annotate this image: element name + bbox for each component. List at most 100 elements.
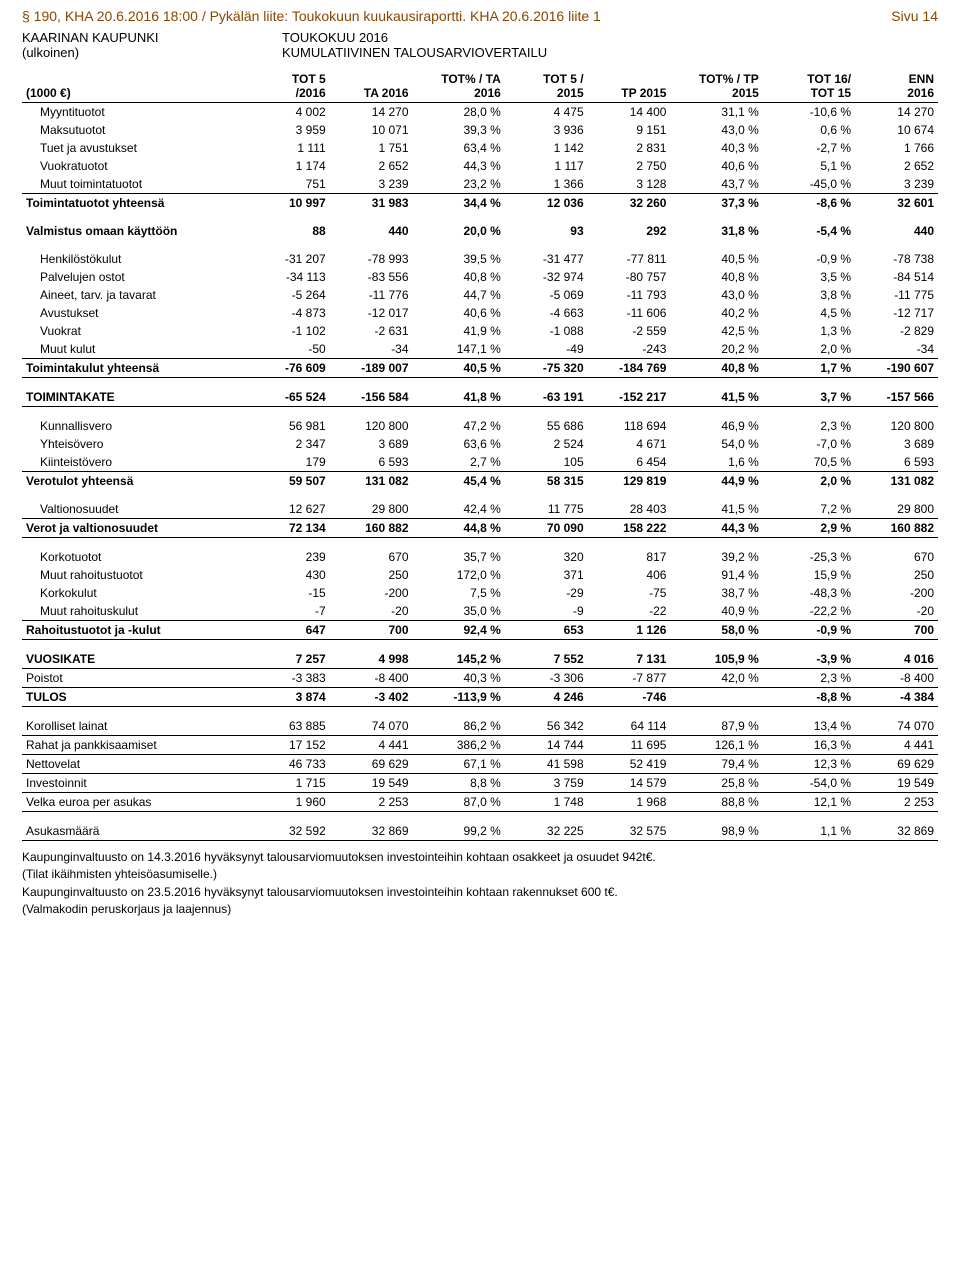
cell: 2,7 % [413,453,505,472]
cell: 28,0 % [413,103,505,122]
header-left: § 190, KHA 20.6.2016 18:00 / Pykälän lii… [22,8,891,24]
cell: -4 873 [247,304,330,322]
col-totpct-ta: TOT% / TA2016 [413,70,505,103]
table-row: Vuokratuotot1 1742 65244,3 %1 1172 75040… [22,157,938,175]
table-row: Investoinnit1 71519 5498,8 %3 75914 5792… [22,774,938,793]
cell: 4 002 [247,103,330,122]
cell: 2 831 [588,139,671,157]
table-row: Yhteisövero2 3473 68963,6 %2 5244 67154,… [22,435,938,453]
table-row: Muut kulut-50-34147,1 %-49-24320,2 %2,0 … [22,340,938,359]
cell: -1 102 [247,322,330,340]
cell: -50 [247,340,330,359]
cell: 7 131 [588,640,671,669]
cell: 700 [330,621,413,640]
cell: 40,8 % [670,359,762,378]
header-row: (1000 €) TOT 5/2016 TA 2016 TOT% / TA201… [22,70,938,103]
cell: 20,0 % [413,212,505,240]
cell: -22 [588,602,671,621]
cell: 59 507 [247,472,330,491]
cell: 2,9 % [763,519,855,538]
cell: 32 601 [855,194,938,213]
cell: -15 [247,584,330,602]
table-row: Valmistus omaan käyttöön8844020,0 %93292… [22,212,938,240]
cell: 16,3 % [763,736,855,755]
row-label: Valtionosuudet [22,490,247,519]
row-label: Maksutuotot [22,121,247,139]
cell: 32 592 [247,812,330,841]
cell: 1 126 [588,621,671,640]
cell: -54,0 % [763,774,855,793]
table-row: Rahoitustuotot ja -kulut64770092,4 %6531… [22,621,938,640]
cell: 23,2 % [413,175,505,194]
cell: 1,3 % [763,322,855,340]
cell: 14 744 [505,736,588,755]
cell: 4 441 [855,736,938,755]
cell: -34 [330,340,413,359]
cell: 54,0 % [670,435,762,453]
row-label: Asukasmäärä [22,812,247,841]
cell: -200 [330,584,413,602]
cell: 5,1 % [763,157,855,175]
cell: 14 270 [855,103,938,122]
cell: 7,2 % [763,490,855,519]
table-row: Muut toimintatuotot7513 23923,2 %1 3663 … [22,175,938,194]
cell: 63 885 [247,707,330,736]
cell: 44,3 % [670,519,762,538]
cell: 3,5 % [763,268,855,286]
cell: -78 738 [855,240,938,268]
cell: 3 128 [588,175,671,194]
cell: 3 239 [330,175,413,194]
budget-table: (1000 €) TOT 5/2016 TA 2016 TOT% / TA201… [22,70,938,841]
row-label: Avustukset [22,304,247,322]
cell: 120 800 [330,407,413,436]
cell: 653 [505,621,588,640]
cell: 179 [247,453,330,472]
table-row: Asukasmäärä32 59232 86999,2 %32 22532 57… [22,812,938,841]
cell: 1 174 [247,157,330,175]
org-scope: (ulkoinen) [22,45,282,60]
cell: 10 071 [330,121,413,139]
row-label: Henkilöstökulut [22,240,247,268]
cell: 44,8 % [413,519,505,538]
cell: 93 [505,212,588,240]
row-label: Tuet ja avustukset [22,139,247,157]
cell: 250 [855,566,938,584]
cell: -8 400 [330,669,413,688]
table-row: Nettovelat46 73369 62967,1 %41 59852 419… [22,755,938,774]
cell: 37,3 % [670,194,762,213]
cell: -20 [855,602,938,621]
cell: 92,4 % [413,621,505,640]
cell: 41,5 % [670,378,762,407]
cell: 86,2 % [413,707,505,736]
row-label: Myyntituotot [22,103,247,122]
sub-row: (ulkoinen) KUMULATIIVINEN TALOUSARVIOVER… [22,45,938,60]
cell: 250 [330,566,413,584]
cell: 87,9 % [670,707,762,736]
cell: 406 [588,566,671,584]
cell: 19 549 [330,774,413,793]
cell: 19 549 [855,774,938,793]
cell: -12 717 [855,304,938,322]
cell: 8,8 % [413,774,505,793]
cell: 40,6 % [670,157,762,175]
cell: 2,3 % [763,669,855,688]
col-totpct-tp: TOT% / TP2015 [670,70,762,103]
cell: 46,9 % [670,407,762,436]
cell: 292 [588,212,671,240]
cell: -9 [505,602,588,621]
cell: -190 607 [855,359,938,378]
cell: -31 477 [505,240,588,268]
cell: 131 082 [855,472,938,491]
row-label: Valmistus omaan käyttöön [22,212,247,240]
cell: -83 556 [330,268,413,286]
cell: 14 400 [588,103,671,122]
cell: 29 800 [855,490,938,519]
cell: 17 152 [247,736,330,755]
cell: 105,9 % [670,640,762,669]
cell: 700 [855,621,938,640]
footnote-3: Kaupunginvaltuusto on 23.5.2016 hyväksyn… [22,884,938,901]
row-label: Muut rahoituskulut [22,602,247,621]
cell: 70 090 [505,519,588,538]
cell: 158 222 [588,519,671,538]
cell: -22,2 % [763,602,855,621]
